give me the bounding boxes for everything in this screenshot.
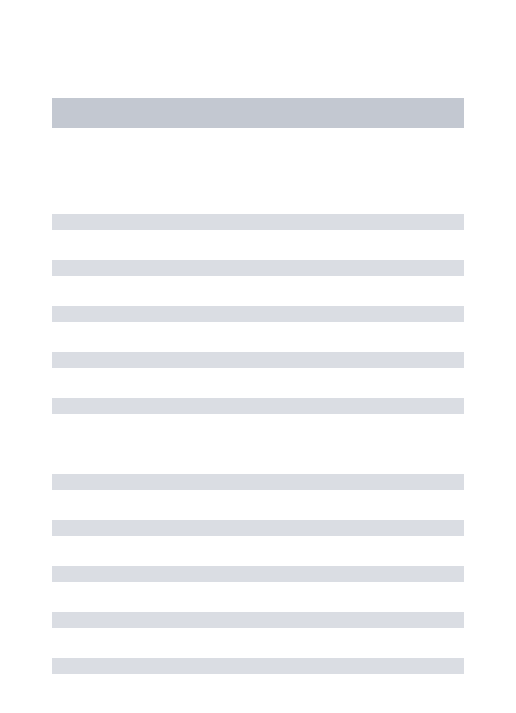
section-gap — [52, 444, 464, 474]
skeleton-line — [52, 474, 464, 490]
skeleton-line — [52, 214, 464, 230]
skeleton-line — [52, 612, 464, 628]
skeleton-line — [52, 520, 464, 536]
skeleton-line — [52, 352, 464, 368]
skeleton-line — [52, 306, 464, 322]
skeleton-line — [52, 260, 464, 276]
skeleton-title — [52, 98, 464, 128]
skeleton-line — [52, 658, 464, 674]
skeleton-line — [52, 398, 464, 414]
skeleton-container — [0, 0, 516, 674]
skeleton-line — [52, 566, 464, 582]
